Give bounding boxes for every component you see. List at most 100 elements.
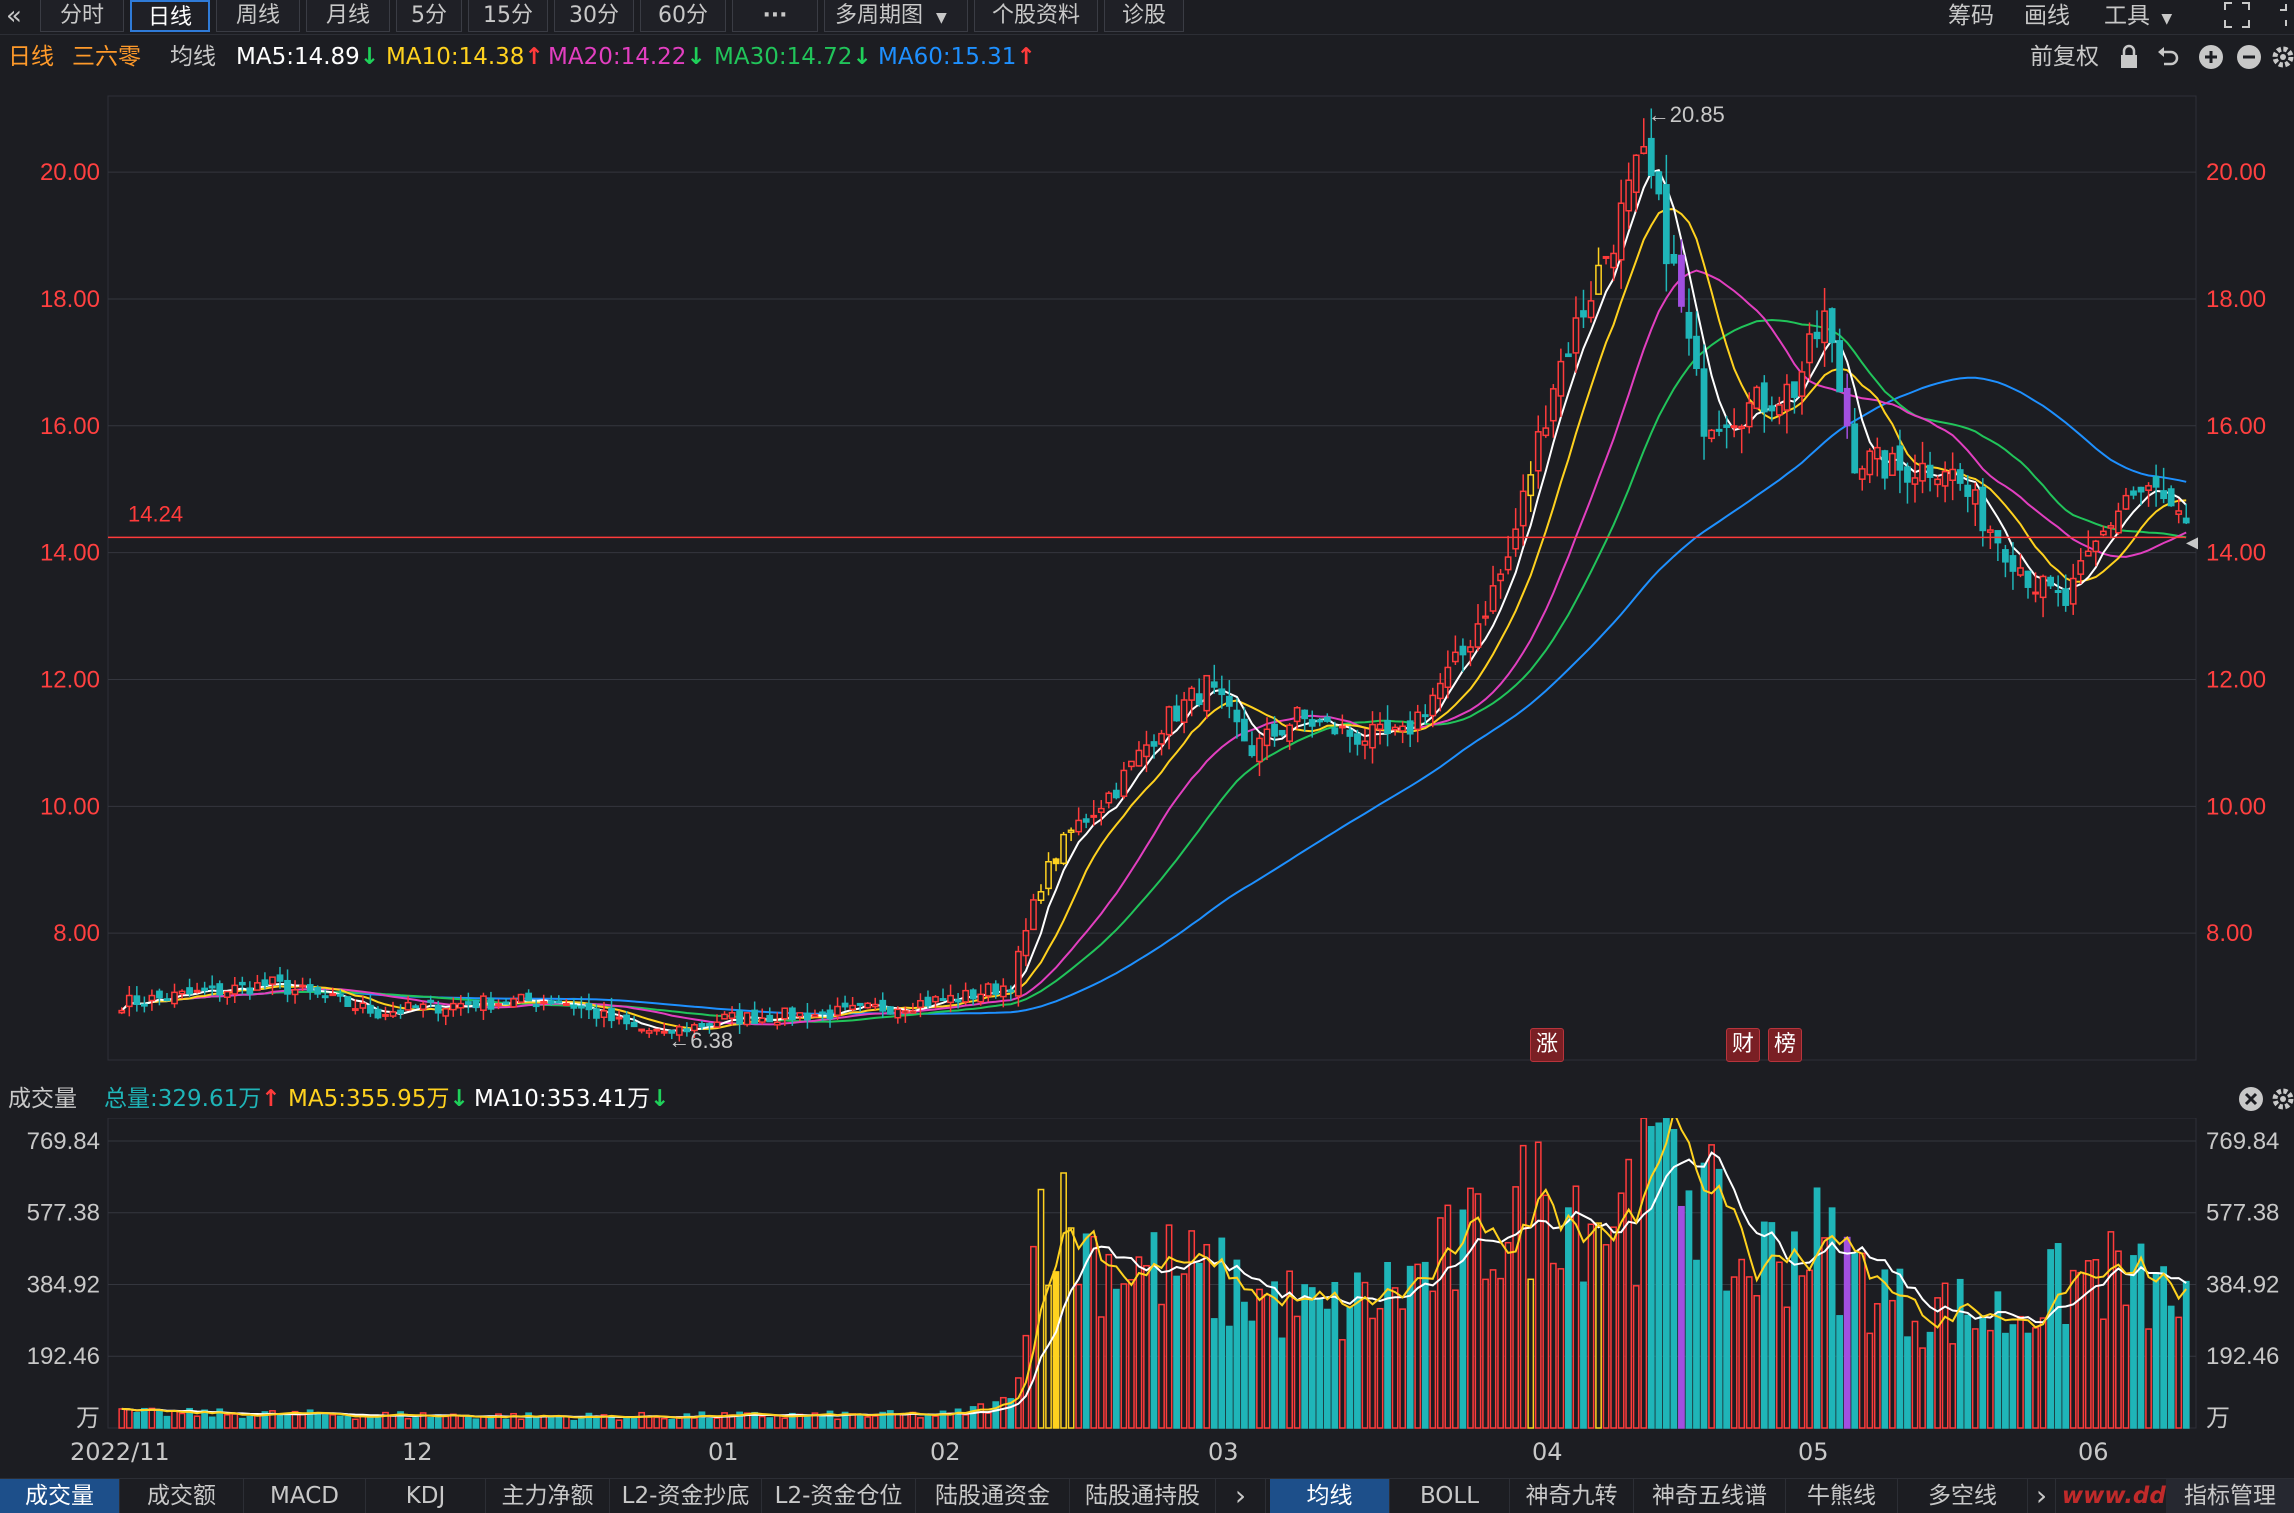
volume-bar (1384, 1262, 1391, 1429)
volume-bar (171, 1410, 178, 1429)
period-tab-15min[interactable]: 15分 (468, 0, 548, 32)
volume-bar (1474, 1193, 1482, 1429)
tab-long-short[interactable]: 多空线 (1898, 1479, 2028, 1513)
tab-volume[interactable]: 成交量 (0, 1479, 120, 1513)
volume-bar (668, 1418, 676, 1429)
chips-button[interactable]: 筹码 (1948, 3, 1994, 29)
stock-name[interactable]: 三六零 (72, 44, 141, 70)
candle-body (540, 1000, 548, 1004)
ma-label: 均线 (170, 44, 216, 70)
volume-bar (464, 1416, 472, 1429)
volume-bar (645, 1416, 653, 1429)
candle-body (1338, 725, 1346, 729)
tools-dropdown[interactable]: 工具 ▼ (2104, 0, 2172, 32)
candle-body (1534, 431, 1542, 472)
limit-up-badge[interactable]: 涨 (1530, 1028, 1564, 1062)
candle-body (698, 1022, 706, 1028)
tab-ma[interactable]: 均线 (1270, 1479, 1390, 1513)
zoom-out-icon[interactable] (2236, 44, 2262, 80)
candle-body (442, 1007, 450, 1017)
candle-body (1414, 711, 1422, 731)
volume-bar (1640, 1118, 1648, 1429)
volume-bar (1075, 1283, 1083, 1429)
more-periods-button[interactable]: ··· (732, 0, 818, 32)
period-tab-monthly[interactable]: 月线 (306, 0, 390, 32)
candle-body (638, 1028, 646, 1032)
tab-magic-five[interactable]: 神奇五线谱 (1634, 1479, 1786, 1513)
volume-bar (525, 1412, 533, 1429)
candle-body (412, 1005, 420, 1009)
volume-bar (811, 1412, 819, 1429)
tab-l2-position[interactable]: L2-资金仓位 (762, 1479, 916, 1513)
multi-period-dropdown[interactable]: 多周期图 ▼ (824, 0, 968, 32)
adjust-mode-button[interactable]: 前复权 (2030, 44, 2099, 70)
period-tab-60min[interactable]: 60分 (640, 0, 726, 32)
price-tick-label: 10.00 (2206, 793, 2266, 820)
zoom-in-icon[interactable] (2198, 44, 2224, 80)
back-icon[interactable]: « (6, 1, 22, 31)
lock-icon[interactable] (2118, 44, 2140, 80)
draw-line-button[interactable]: 画线 (2024, 3, 2070, 29)
volume-ma-lines (121, 1118, 2187, 1419)
candle-body (374, 1008, 382, 1019)
candle-body (1919, 462, 1926, 482)
volume-bar (758, 1415, 766, 1429)
volume-bar (1730, 1276, 1738, 1429)
price-extreme-label: ←20.85 (1648, 102, 1725, 127)
candle-body (623, 1014, 630, 1025)
arrow-down-icon: ↓ (686, 44, 706, 70)
fullscreen-exit-icon[interactable] (2276, 0, 2294, 32)
tab-main-net[interactable]: 主力净额 (486, 1479, 610, 1513)
tab-l2-bottom[interactable]: L2-资金抄底 (610, 1479, 762, 1513)
scroll-right-icon[interactable]: › (1216, 1479, 1266, 1513)
price-tick-label: 8.00 (2206, 920, 2253, 947)
volume-bar (1338, 1339, 1346, 1429)
candle-body (178, 990, 186, 995)
period-tab-weekly[interactable]: 周线 (216, 0, 300, 32)
gear-icon[interactable] (2272, 44, 2294, 80)
stock-info-button[interactable]: 个股资料 (974, 0, 1098, 32)
volume-bar (1188, 1230, 1196, 1429)
candlestick-chart[interactable]: 20.00 18.00 16.00 14.00 12.00 10.00 8.00 20.00… (0, 0, 2294, 1080)
tab-turnover[interactable]: 成交额 (120, 1479, 244, 1513)
tab-magic-nine[interactable]: 神奇九转 (1510, 1479, 1634, 1513)
tab-macd[interactable]: MACD (244, 1479, 366, 1513)
diagnose-button[interactable]: 诊股 (1104, 0, 1184, 32)
period-tab-daily[interactable]: 日线 (130, 0, 210, 32)
tab-hk-connect-holding[interactable]: 陆股通持股 (1070, 1479, 1216, 1513)
period-tab-minute[interactable]: 分时 (40, 0, 124, 32)
volume-bar (1346, 1306, 1354, 1429)
tab-kdj[interactable]: KDJ (366, 1479, 486, 1513)
ma10-value: MA10:14.38↑ (386, 44, 544, 70)
scroll-right-icon[interactable]: › (2028, 1479, 2056, 1513)
candle-body (336, 993, 344, 997)
volume-tick-label: 384.92 (2206, 1271, 2279, 1298)
dragon-tiger-badge[interactable]: 榜 (1768, 1028, 1802, 1062)
volume-bar (517, 1418, 525, 1429)
financial-report-badge[interactable]: 财 (1726, 1028, 1760, 1062)
candle-body (231, 984, 239, 995)
candle-body (736, 1010, 743, 1025)
volume-bar (2017, 1315, 2024, 1429)
tab-boll[interactable]: BOLL (1390, 1479, 1510, 1513)
candle-body (1700, 368, 1708, 437)
candle-body (2009, 555, 2017, 572)
tab-hk-connect-flow[interactable]: 陆股通资金 (916, 1479, 1070, 1513)
candle-body (1934, 478, 1941, 486)
volume-bar (1045, 1284, 1052, 1429)
period-tab-5min[interactable]: 5分 (396, 0, 462, 32)
period-tab-30min[interactable]: 30分 (554, 0, 634, 32)
candle-body (238, 981, 246, 986)
close-icon[interactable] (2238, 1086, 2264, 1122)
gear-icon[interactable] (2272, 1086, 2294, 1122)
candle-body (743, 1012, 751, 1026)
fullscreen-icon[interactable] (2222, 0, 2254, 32)
tab-bull-bear[interactable]: 牛熊线 (1786, 1479, 1898, 1513)
candle-body (532, 1004, 540, 1008)
volume-chart[interactable]: 769.84 769.84 577.38 577.38 384.92 384.92 192.… (0, 1118, 2294, 1438)
volume-bar (389, 1414, 397, 1429)
candle-body (321, 995, 329, 999)
candle-body (1030, 899, 1037, 931)
undo-icon[interactable] (2156, 44, 2180, 80)
indicator-manage-button[interactable]: 指标管理 (2166, 1479, 2294, 1513)
